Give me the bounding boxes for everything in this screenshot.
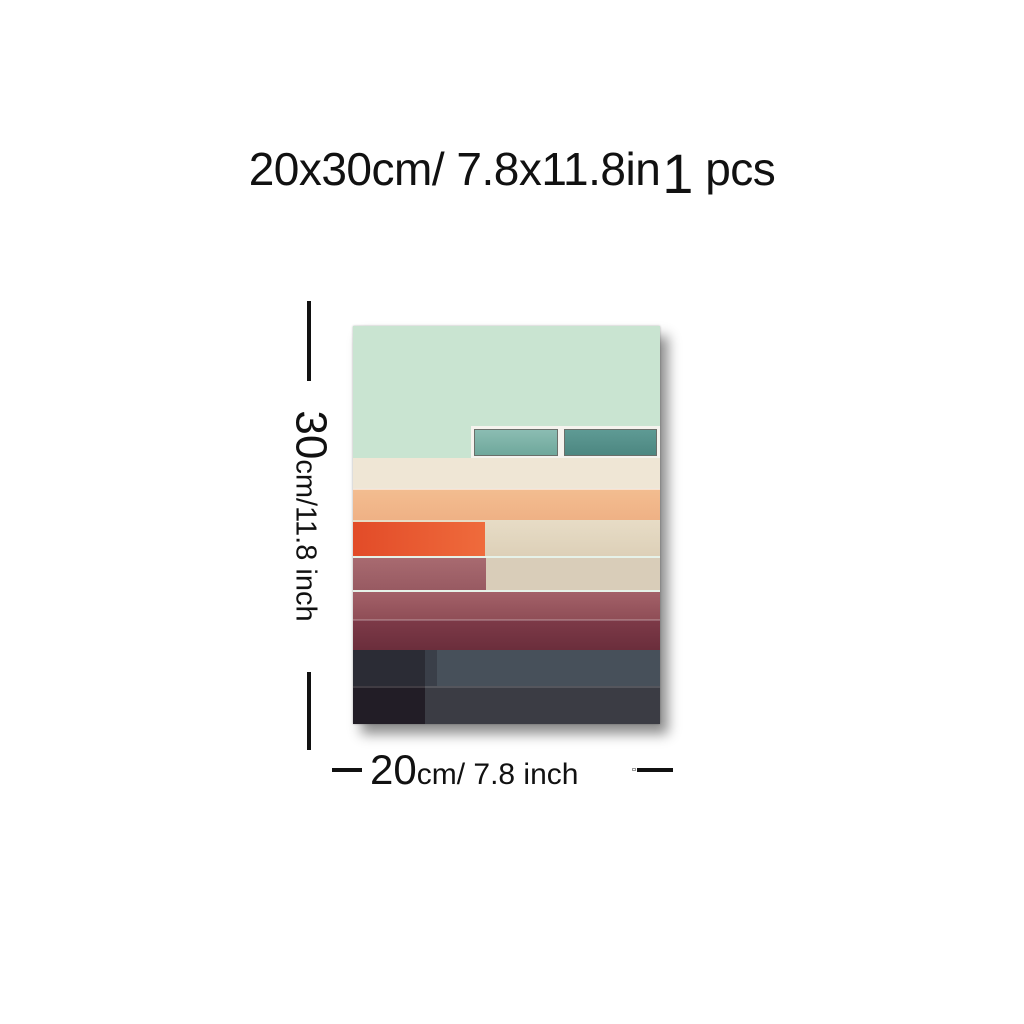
artwork-stripe-plum <box>353 620 660 650</box>
stray-mark <box>632 768 636 771</box>
artwork-window-right <box>561 426 660 459</box>
size-headline: 20x30cm/ 7.8x11.8in1 pcs <box>0 138 1024 202</box>
width-value: 20 <box>370 746 417 793</box>
artwork-seam <box>353 619 660 621</box>
artwork-block-dark-gap <box>425 650 437 686</box>
quantity-number: 1 <box>662 142 693 205</box>
width-dimension-line-right <box>637 768 673 772</box>
height-dimension-line-bottom <box>307 672 311 750</box>
quantity-unit: pcs <box>705 143 776 195</box>
height-dimension-line-top <box>307 301 311 381</box>
width-dimension-line-left <box>332 768 362 772</box>
width-dimension-label: 20cm/ 7.8 inch <box>370 748 578 797</box>
artwork-window-left <box>471 426 561 459</box>
height-dimension-label: 30cm/11.8 inch <box>287 410 336 622</box>
artwork-seam <box>353 488 660 490</box>
artwork-stripe-peach <box>353 489 660 520</box>
canvas-print <box>353 326 660 724</box>
artwork-block-dark-left <box>353 650 425 686</box>
artwork-stripe-rose-dark <box>353 592 660 620</box>
height-unit: cm/11.8 inch <box>289 459 322 622</box>
artwork-seam <box>353 556 660 558</box>
size-cm: 20x30cm/ <box>248 143 445 195</box>
artwork-seam <box>353 590 660 592</box>
height-value: 30 <box>286 410 336 460</box>
artwork-stripe-beige-right <box>486 558 660 590</box>
artwork <box>353 326 660 724</box>
width-unit: cm/ 7.8 inch <box>416 758 579 791</box>
artwork-stripe-cream <box>353 458 660 489</box>
artwork-block-black-left <box>353 686 425 724</box>
artwork-block-orange-red <box>353 522 485 556</box>
artwork-seam <box>353 686 660 688</box>
size-in: 7.8x11.8in <box>456 143 661 195</box>
